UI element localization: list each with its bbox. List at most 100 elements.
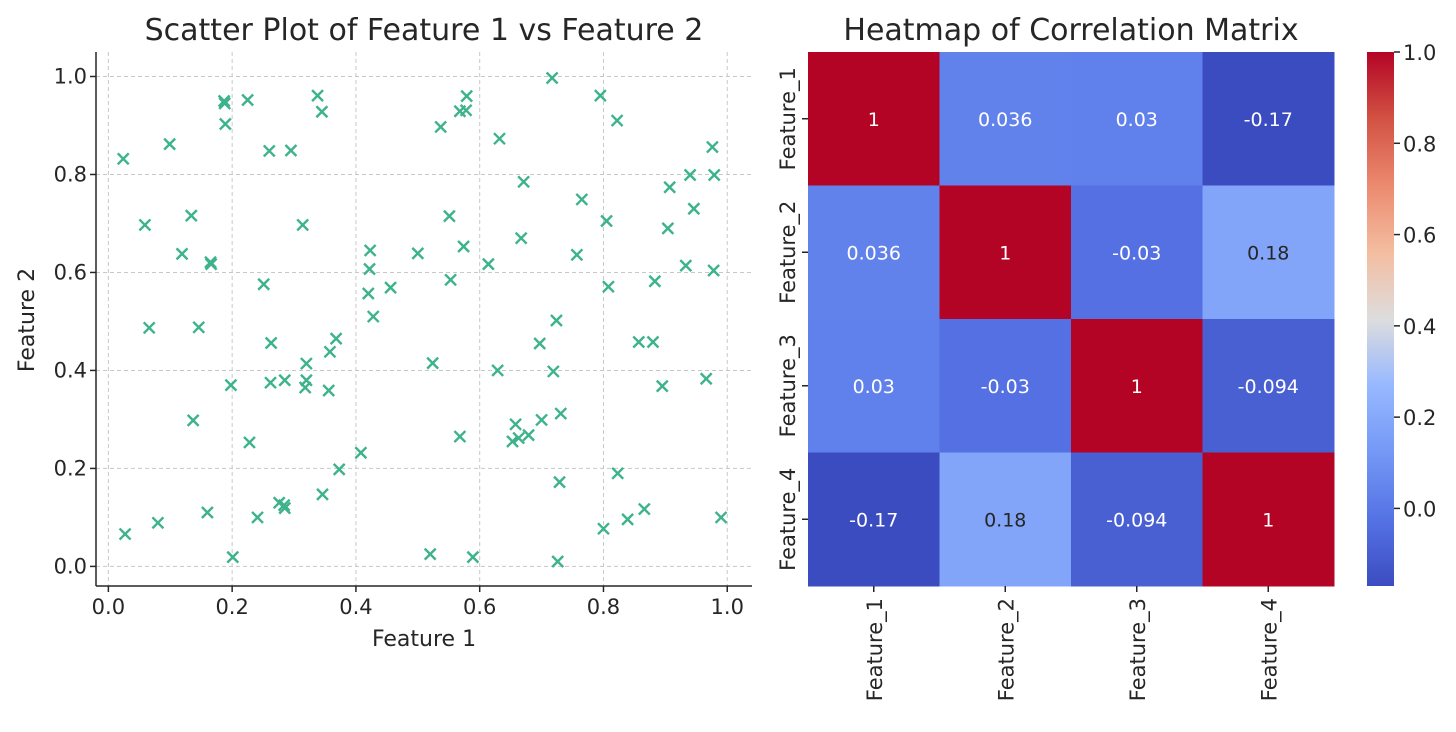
scatter-title: Scatter Plot of Feature 1 vs Feature 2: [145, 13, 704, 48]
scatter-point: [610, 114, 624, 127]
scatter-point: [459, 103, 473, 117]
scatter-point: [632, 335, 646, 349]
scatter-y-tick-label: 0.0: [54, 554, 87, 578]
scatter-point: [493, 132, 506, 146]
scatter-point: [118, 527, 132, 541]
scatter-y-tick-label: 0.2: [54, 456, 87, 480]
heatmap-cell: [1202, 185, 1335, 320]
heatmap-cell-label: 0.18: [1247, 242, 1289, 264]
scatter-point: [554, 407, 568, 420]
scatter-x-tick-label: 0.4: [339, 595, 372, 619]
scatter-point: [514, 231, 528, 245]
scatter-point: [546, 365, 560, 378]
scatter-point: [264, 336, 278, 350]
scatter-y-tick-label: 0.6: [54, 260, 87, 284]
heatmap-cell-label: 0.18: [984, 509, 1026, 531]
scatter-point: [300, 373, 313, 387]
heatmap-col-ticks: Feature_1 Feature_2 Feature_3 Feature_4: [863, 586, 1282, 701]
scatter-point: [506, 435, 519, 448]
heatmap-cells: [808, 52, 1335, 587]
heatmap-cell: [808, 452, 940, 587]
scatter-point: [116, 152, 130, 166]
scatter-point: [329, 332, 343, 345]
scatter-point: [204, 257, 218, 271]
scatter-point: [453, 430, 467, 443]
colorbar-gradient: [1367, 52, 1394, 586]
scatter-point: [545, 71, 559, 85]
heatmap-cell: [939, 185, 1072, 320]
scatter-y-tick-label: 1.0: [54, 64, 87, 88]
scatter-x-axis-label: Feature 1: [372, 627, 476, 652]
scatter-point: [535, 413, 548, 427]
scatter-point: [411, 247, 425, 260]
scatter-point: [384, 281, 397, 294]
scatter-point: [551, 555, 565, 568]
heatmap-cell-label: 0.036: [847, 242, 901, 264]
scatter-point: [517, 175, 530, 189]
heatmap-cell: [1202, 52, 1335, 186]
scatter-x-ticks: 0.0 0.2 0.4 0.6 0.8 1.0: [92, 586, 744, 619]
scatter-point: [423, 547, 437, 561]
heatmap-cell: [939, 452, 1072, 587]
heatmap-cell-label: 1: [999, 242, 1011, 264]
scatter-point: [361, 287, 375, 300]
scatter-point: [316, 488, 329, 501]
scatter-x-tick-label: 0.6: [463, 595, 496, 619]
scatter-point: [322, 384, 336, 397]
scatter-point: [597, 522, 610, 536]
scatter-point: [444, 273, 457, 287]
heatmap-cell-label: -0.03: [981, 376, 1030, 398]
heatmap-cell-label: -0.03: [1112, 242, 1161, 264]
heatmap-cell-label: -0.094: [1238, 376, 1299, 398]
scatter-grid: [96, 52, 752, 586]
scatter-point: [570, 248, 584, 262]
scatter-x-tick-label: 0.2: [215, 595, 248, 619]
scatter-point: [241, 93, 254, 107]
colorbar-tick-label: 1.0: [1403, 41, 1436, 65]
scatter-point: [278, 373, 292, 387]
scatter-point: [550, 314, 563, 327]
scatter-point: [707, 264, 720, 277]
scatter-point: [687, 202, 701, 216]
heatmap-cell-label: 0.03: [1116, 109, 1158, 131]
scatter-point: [457, 240, 470, 253]
scatter-point: [661, 222, 675, 235]
scatter-point: [354, 446, 368, 460]
scatter-point: [522, 428, 535, 442]
scatter-x-tick-label: 0.8: [587, 595, 620, 619]
scatter-point: [315, 105, 329, 119]
colorbar-tick-label: 0.2: [1403, 406, 1436, 430]
colorbar-tick-label: 0.8: [1403, 132, 1436, 156]
scatter-points: [116, 71, 728, 568]
scatter-point: [366, 310, 380, 323]
scatter-point: [707, 168, 721, 182]
heatmap-cell: [1202, 452, 1335, 587]
scatter-point: [284, 144, 298, 157]
scatter-point: [683, 168, 697, 182]
scatter-point: [699, 372, 713, 386]
scatter-point: [512, 431, 526, 445]
colorbar: 0.0 0.2 0.4 0.6 0.8 1.0: [1367, 41, 1436, 586]
scatter-point: [224, 378, 238, 392]
scatter-point: [655, 379, 669, 393]
scatter-point: [600, 214, 613, 228]
heatmap-cell: [1071, 185, 1203, 320]
heatmap-cell-label: 0.036: [978, 109, 1032, 131]
scatter-point: [706, 140, 719, 154]
heatmap-cell: [1202, 319, 1335, 453]
scatter-point: [621, 513, 634, 526]
heatmap-cell: [1071, 452, 1203, 587]
heatmap-col-label: Feature_3: [1126, 598, 1151, 701]
heatmap-cell: [808, 185, 940, 320]
scatter-point: [218, 117, 232, 131]
scatter-point: [443, 209, 456, 223]
heatmap-cell: [808, 52, 940, 186]
scatter-point: [648, 274, 662, 288]
scatter-y-tick-label: 0.8: [54, 162, 87, 186]
colorbar-tick-label: 0.4: [1403, 315, 1436, 339]
scatter-point: [426, 356, 440, 370]
heatmap-cell: [939, 52, 1072, 186]
heatmap-cell: [1071, 319, 1203, 453]
scatter-axes: [95, 52, 752, 587]
